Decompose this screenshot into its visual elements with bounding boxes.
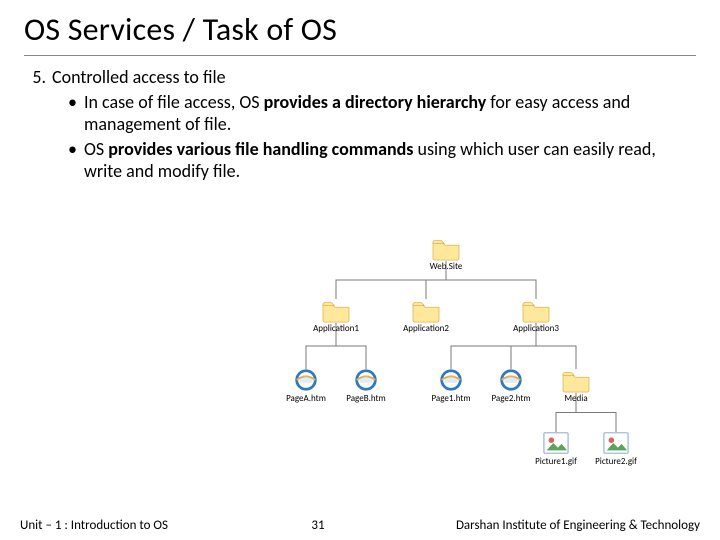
bullet-text: In case of file access, OS provides a di… [84, 91, 696, 136]
list-number: 5. [24, 66, 52, 89]
tree-node-pic1: Picture1.gif [525, 430, 587, 466]
footer-unit: Unit – 1 : Introduction to OS [20, 518, 168, 533]
node-label: Media [545, 394, 607, 403]
node-label: Page1.htm [420, 394, 482, 403]
node-label: PageB.htm [335, 394, 397, 403]
sub-list: • In case of file access, OS provides a … [68, 91, 696, 183]
folder-icon [415, 235, 477, 261]
slide-footer: Unit – 1 : Introduction to OS 31 Darshan… [0, 510, 720, 540]
tree-node-app3: Application3 [505, 297, 567, 333]
node-label: PageA.htm [275, 394, 337, 403]
node-label: Picture1.gif [525, 457, 587, 466]
ie-icon [420, 367, 482, 393]
list-heading: Controlled access to file [52, 66, 226, 89]
bullet-item: • OS provides various file handling comm… [68, 138, 696, 183]
list-item: 5. Controlled access to file [24, 66, 696, 89]
footer-institute: Darshan Institute of Engineering & Techn… [338, 518, 700, 533]
ie-icon [335, 367, 397, 393]
bullet-dot: • [68, 138, 84, 183]
tree-node-p2: Page2.htm [480, 367, 542, 403]
page-title: OS Services / Task of OS [24, 10, 696, 49]
ie-icon [275, 367, 337, 393]
tree-node-pA: PageA.htm [275, 367, 337, 403]
tree-node-app1: Application1 [305, 297, 367, 333]
folder-icon [395, 297, 457, 323]
node-label: Application3 [505, 324, 567, 333]
tree-node-app2: Application2 [395, 297, 457, 333]
node-label: Application2 [395, 324, 457, 333]
pic-icon [585, 430, 647, 456]
folder-icon [305, 297, 367, 323]
slide-body: 5. Controlled access to file • In case o… [24, 66, 696, 183]
bullet-text: OS provides various file handling comman… [84, 138, 696, 183]
bullet-dot: • [68, 91, 84, 136]
tree-node-pB: PageB.htm [335, 367, 397, 403]
tree-node-root: Web.Site [415, 235, 477, 271]
footer-page-number: 31 [298, 518, 338, 533]
bullet-item: • In case of file access, OS provides a … [68, 91, 696, 136]
folder-icon [545, 367, 607, 393]
tree-node-media: Media [545, 367, 607, 403]
tree-node-p1: Page1.htm [420, 367, 482, 403]
slide: OS Services / Task of OS 5. Controlled a… [0, 0, 720, 540]
node-label: Picture2.gif [585, 457, 647, 466]
pic-icon [525, 430, 587, 456]
node-label: Application1 [305, 324, 367, 333]
node-label: Page2.htm [480, 394, 542, 403]
ie-icon [480, 367, 542, 393]
node-label: Web.Site [415, 262, 477, 271]
directory-tree-diagram: Web.Site Application1 Application2 Applicat… [245, 235, 665, 470]
title-rule [24, 55, 696, 56]
folder-icon [505, 297, 567, 323]
tree-node-pic2: Picture2.gif [585, 430, 647, 466]
